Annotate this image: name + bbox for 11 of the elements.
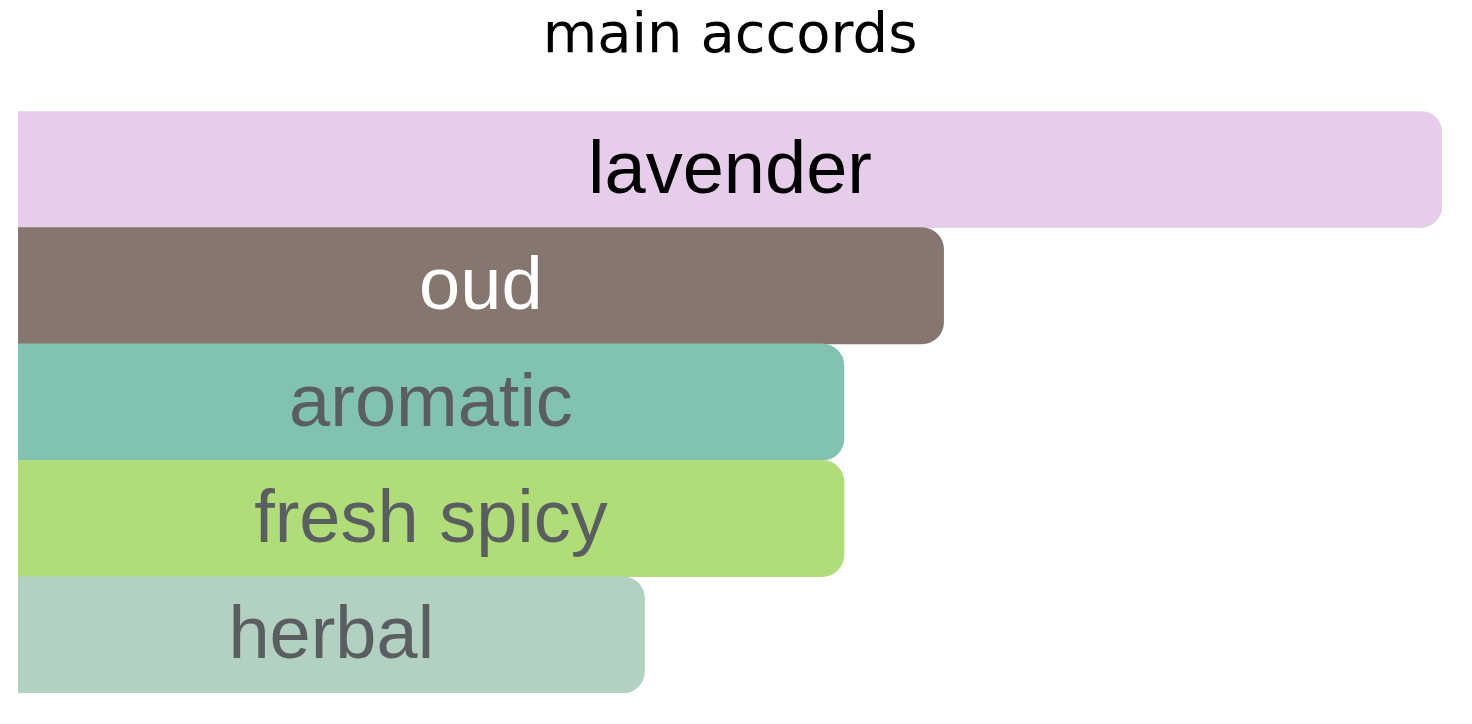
y-tick-label: fresh spicy [254,474,608,558]
y-tick-label: lavender [588,125,872,209]
y-tick-label: oud [419,242,543,326]
bar [18,459,845,577]
bar [18,111,1442,228]
bar [18,227,944,345]
y-tick-label: herbal [228,591,435,675]
bar [18,343,845,461]
bar [18,576,645,693]
chart-title: main accords [542,0,918,66]
y-tick-label: aromatic [289,358,573,442]
